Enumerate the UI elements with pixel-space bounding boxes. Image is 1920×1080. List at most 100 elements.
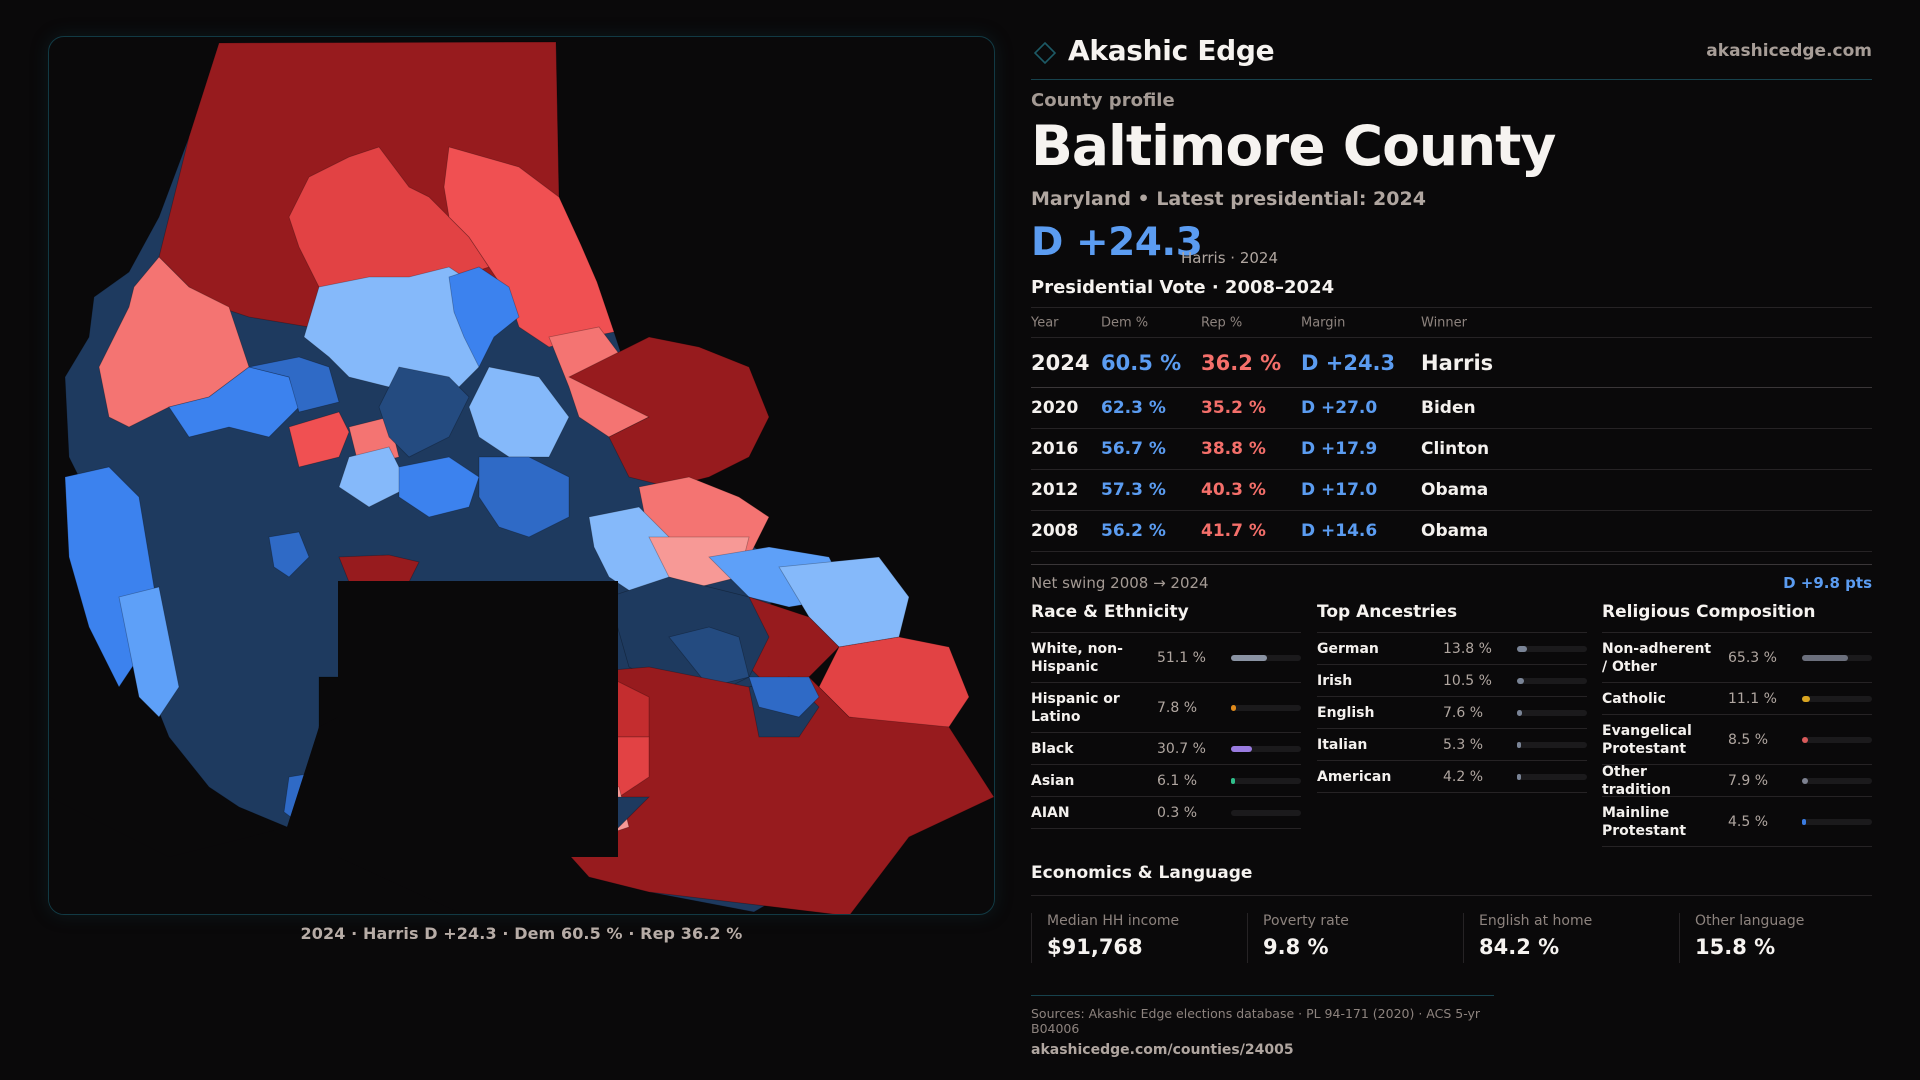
precinct[interactable] <box>398 456 480 518</box>
precinct[interactable] <box>118 586 180 718</box>
stat-card-median-income: Median HH income $91,768 <box>1031 913 1246 963</box>
share-bar <box>1802 695 1872 702</box>
share-bar-fill <box>1517 709 1523 716</box>
item-label: Non-adherent / Other <box>1602 640 1712 675</box>
table-row[interactable]: 2012 57.3 % 40.3 % D +17.0 Obama <box>1031 470 1872 511</box>
share-bar-fill <box>1802 695 1810 702</box>
precinct[interactable] <box>338 446 410 508</box>
item-label: Catholic <box>1602 690 1666 707</box>
stat-value: 15.8 % <box>1695 935 1776 959</box>
economics-section-title: Economics & Language <box>1031 863 1872 896</box>
list-item: English 7.6 % <box>1317 697 1587 729</box>
item-value: 5.3 % <box>1443 736 1484 753</box>
net-swing-value: D +9.8 pts <box>1783 574 1872 592</box>
share-bar <box>1231 654 1301 661</box>
share-bar <box>1802 736 1872 743</box>
cell-year: 2020 <box>1031 398 1079 418</box>
precinct[interactable] <box>248 356 340 413</box>
list-item: German 13.8 % <box>1317 633 1587 665</box>
stat-label: Other language <box>1695 913 1805 929</box>
list-item: American 4.2 % <box>1317 761 1587 793</box>
item-label: Hispanic or Latino <box>1031 690 1120 725</box>
stat-card-other-language: Other language 15.8 % <box>1679 913 1872 963</box>
map-caption: 2024 · Harris D +24.3 · Dem 60.5 % · Rep… <box>300 924 743 943</box>
cell-winner: Harris <box>1421 350 1494 375</box>
share-bar <box>1517 741 1587 748</box>
page-subtitle: Maryland • Latest presidential: 2024 <box>1031 188 1426 210</box>
cell-winner: Obama <box>1421 480 1489 500</box>
share-bar-fill <box>1802 777 1808 784</box>
cell-margin: D +24.3 <box>1301 350 1396 375</box>
table-row[interactable]: 2016 56.7 % 38.8 % D +17.9 Clinton <box>1031 429 1872 470</box>
table-row[interactable]: 2008 56.2 % 41.7 % D +14.6 Obama <box>1031 511 1872 552</box>
share-bar <box>1517 709 1587 716</box>
share-bar <box>1802 818 1872 825</box>
county-url-link[interactable]: akashicedge.com/counties/24005 <box>1031 1042 1294 1058</box>
cell-rep: 40.3 % <box>1201 480 1266 500</box>
item-value: 13.8 % <box>1443 640 1492 657</box>
table-header-row: Year Dem % Rep % Margin Winner <box>1031 307 1872 338</box>
precinct[interactable] <box>98 256 250 428</box>
precinct[interactable] <box>338 554 420 583</box>
brand-site-link[interactable]: akashicedge.com <box>1706 41 1872 61</box>
precinct[interactable] <box>288 411 350 468</box>
precinct[interactable] <box>748 676 820 718</box>
share-bar <box>1231 809 1301 816</box>
item-label: English <box>1317 704 1375 721</box>
list-item: Mainline Protestant 4.5 % <box>1602 797 1872 847</box>
item-value: 4.2 % <box>1443 768 1484 785</box>
top-ancestries-section: Top Ancestries German 13.8 % Irish 10.5 % En… <box>1317 600 1587 793</box>
section-title: Top Ancestries <box>1317 600 1587 633</box>
item-value: 8.5 % <box>1728 731 1769 748</box>
item-value: 30.7 % <box>1157 740 1206 757</box>
cell-rep: 36.2 % <box>1201 350 1282 375</box>
cell-dem: 62.3 % <box>1101 398 1166 418</box>
precinct[interactable] <box>378 366 470 458</box>
precinct[interactable] <box>268 531 310 578</box>
item-value: 0.3 % <box>1157 804 1198 821</box>
headline-note: Harris · 2024 <box>1181 249 1279 267</box>
table-row[interactable]: 2020 62.3 % 35.2 % D +27.0 Biden <box>1031 388 1872 429</box>
stat-card-english-at-home: English at home 84.2 % <box>1463 913 1678 963</box>
item-label: AIAN <box>1031 804 1070 821</box>
precinct[interactable] <box>303 266 490 408</box>
baltimore-city-cutout <box>338 581 618 857</box>
precinct[interactable] <box>443 146 615 348</box>
presidential-vote-table: Year Dem % Rep % Margin Winner 2024 60.5… <box>1031 307 1872 552</box>
cell-margin: D +27.0 <box>1301 398 1378 418</box>
share-bar-fill <box>1517 773 1521 780</box>
list-item: Other tradition 7.9 % <box>1602 763 1872 798</box>
precinct[interactable] <box>448 266 520 368</box>
item-label: German <box>1317 640 1379 657</box>
item-label: Evangelical Protestant <box>1602 722 1692 757</box>
precinct[interactable] <box>478 456 570 538</box>
race-ethnicity-section: Race & Ethnicity White, non-Hispanic 51.1… <box>1031 600 1301 829</box>
sources-text: Sources: Akashic Edge elections database… <box>1031 1006 1481 1036</box>
cell-rep: 38.8 % <box>1201 439 1266 459</box>
cell-rep: 41.7 % <box>1201 521 1266 541</box>
share-bar-fill <box>1802 736 1808 743</box>
list-item: Catholic 11.1 % <box>1602 683 1872 715</box>
item-value: 7.9 % <box>1728 772 1769 789</box>
precinct-map[interactable] <box>49 37 995 915</box>
share-bar <box>1231 704 1301 711</box>
precinct[interactable] <box>568 336 770 488</box>
list-item: Asian 6.1 % <box>1031 765 1301 797</box>
stat-value: 9.8 % <box>1263 935 1329 959</box>
list-item: Hispanic or Latino 7.8 % <box>1031 683 1301 733</box>
column-header-margin: Margin <box>1301 315 1346 330</box>
item-label: Black <box>1031 740 1074 757</box>
cell-year: 2016 <box>1031 439 1079 459</box>
cell-margin: D +14.6 <box>1301 521 1378 541</box>
precinct-layer <box>49 41 994 914</box>
share-bar <box>1802 654 1872 661</box>
item-label: Other tradition <box>1602 763 1671 798</box>
economics-cards: Median HH income $91,768 Poverty rate 9.… <box>1031 913 1872 963</box>
cell-year: 2008 <box>1031 521 1079 541</box>
item-value: 51.1 % <box>1157 649 1206 666</box>
precinct-map-panel[interactable] <box>48 36 995 915</box>
column-header-rep: Rep % <box>1201 315 1243 330</box>
cell-dem: 60.5 % <box>1101 350 1182 375</box>
cell-winner: Biden <box>1421 398 1476 418</box>
table-row[interactable]: 2024 60.5 % 36.2 % D +24.3 Harris <box>1031 338 1872 388</box>
